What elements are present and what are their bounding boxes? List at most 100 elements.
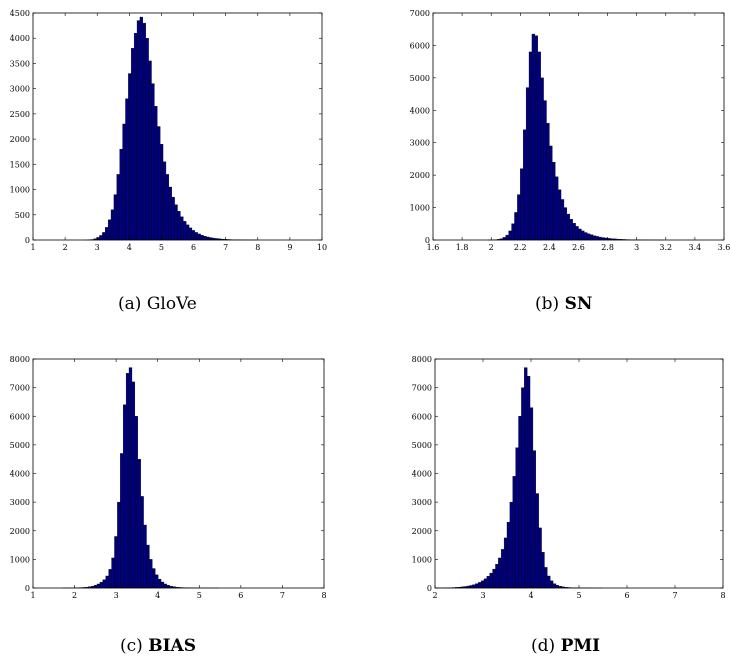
histogram-bar [136,20,141,241]
y-tick-label: 4000 [10,470,30,479]
x-tick-label: 3.6 [718,243,730,252]
y-tick-label: 3000 [412,498,432,507]
y-tick-label: 4000 [410,106,430,115]
histogram-bar [524,367,528,589]
histogram-bar [137,459,141,589]
histogram-bar [540,77,544,241]
y-tick-label: 2000 [412,527,432,536]
histogram-bar [180,216,184,241]
histogram-bar [560,199,565,241]
histogram-bar [110,209,115,241]
y-tick-label: 0 [427,584,432,593]
histogram-bar [541,552,545,589]
x-tick-label: 5 [576,591,581,600]
x-tick-label: 2.2 [514,243,527,252]
y-tick-label: 4000 [412,470,432,479]
histogram-bar [475,583,479,589]
histogram-bar [520,168,524,241]
histogram-bar [139,16,143,241]
histogram-bar [152,568,156,589]
histogram-bar [160,581,165,589]
histogram-bar [166,585,170,589]
histogram-bar [525,87,530,241]
subcaption-b: (b) SN [535,294,592,314]
histogram-bar [108,569,112,589]
subcaption-name: SN [564,294,593,314]
histogram-bar [146,544,150,589]
y-tick-label: 2500 [10,110,30,119]
x-tick-label: 10 [317,243,327,252]
x-tick-label: 6 [238,591,243,600]
histogram-bar [515,447,519,589]
y-tick-label: 1000 [10,555,30,564]
histogram-bar [538,527,542,589]
subcaption-c: (c) BIAS [120,636,196,656]
histogram-bar [174,204,178,241]
histogram-bar [505,234,509,241]
histogram-bar [102,232,106,241]
histogram-bar [598,236,602,241]
histogram-bar [140,496,144,589]
histogram-bar [102,579,106,589]
histogram-bar [544,567,548,589]
histogram-bar [532,450,536,589]
histogram-bar [105,575,109,589]
histogram-bar [151,83,155,241]
histogram-bar [113,194,117,241]
histogram-bar [517,194,521,241]
y-tick-label: 8000 [10,355,30,364]
histogram-bar [549,145,553,241]
histogram-bar [523,129,527,241]
histogram-bar [595,236,600,241]
axes-frame [32,12,323,241]
y-tick-label: 3000 [10,498,30,507]
x-tick-label: 2 [72,591,77,600]
histogram-bar [529,407,534,589]
histogram-bar [122,123,126,241]
histogram-bar [183,221,187,241]
y-tick-label: 5000 [410,74,430,83]
x-tick-label: 5 [159,243,164,252]
histogram-bar [521,387,525,589]
subcaption-a: (a) GloVe [118,294,197,314]
y-tick-label: 0 [425,236,430,245]
x-tick-label: 4 [155,591,160,600]
histogram-bar [555,585,560,589]
histogram-bar [143,524,147,589]
histogram-bar [123,404,127,589]
y-tick-label: 4500 [10,9,30,18]
histogram-bar [555,176,559,241]
histogram-bar [93,585,98,589]
subcaption-label: (a) [118,294,142,314]
histogram-bar [99,235,103,241]
axes-frame [32,358,325,589]
histogram-bar [514,212,518,241]
histogram-bar [128,73,132,241]
histogram-bar [534,35,538,241]
histogram-bar [171,196,175,241]
subcaption-label: (d) [531,636,556,656]
y-tick-label: 0 [25,236,30,245]
histogram-bar [566,213,570,241]
histogram-bar [111,557,115,589]
y-tick-label: 1000 [10,186,30,195]
histogram-bar [206,236,210,241]
x-tick-label: 2 [489,243,494,252]
histogram-bar [572,222,576,241]
histogram-bar [503,537,508,589]
y-tick-label: 5000 [10,441,30,450]
x-tick-label: 2.6 [572,243,585,252]
subcaption-d: (d) PMI [531,636,600,656]
y-tick-label: 6000 [10,412,30,421]
histogram-bar [584,232,588,241]
x-tick-label: 2 [432,591,437,600]
histogram-bar [157,126,161,241]
histogram-bar [105,227,109,241]
histogram-bar [498,557,502,589]
histogram-bar [165,174,170,241]
bars-group [84,16,259,241]
y-tick-label: 6000 [412,412,432,421]
histogram-chart-d: 2 3 4 5 6 7 8 0 1000 2000 3000 4000 5000 6000 7000 8000 [412,355,726,600]
histogram-bar [168,186,172,241]
y-tick-label: 6000 [410,41,430,50]
